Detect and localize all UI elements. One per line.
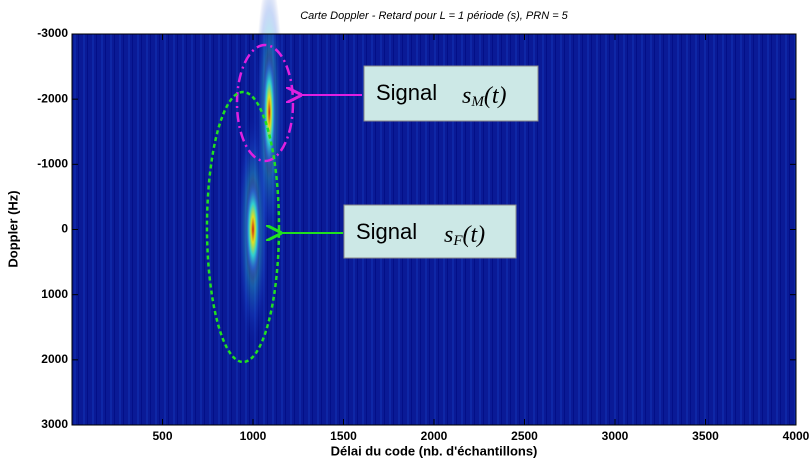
annotation-label: Signal xyxy=(376,80,437,105)
y-tick-label: 0 xyxy=(61,222,68,236)
annotation-box xyxy=(343,204,517,259)
x-tick-label: 2500 xyxy=(511,429,538,443)
y-tick-label: -2000 xyxy=(37,91,68,105)
annotation-math: sF(t) xyxy=(444,222,485,250)
y-tick-label: 2000 xyxy=(41,352,68,366)
y-tick-label: -3000 xyxy=(37,26,68,40)
y-tick-label: -1000 xyxy=(37,157,68,171)
y-tick-label: 3000 xyxy=(41,417,68,431)
x-tick-label: 500 xyxy=(152,429,172,443)
y-axis-label: Doppler (Hz) xyxy=(5,190,20,267)
signal-m-outline xyxy=(235,43,295,163)
x-tick-label: 1500 xyxy=(330,429,357,443)
x-tick-label: 4000 xyxy=(783,429,810,443)
annotation-label: Signal xyxy=(356,219,417,244)
x-tick-label: 1000 xyxy=(240,429,267,443)
annotation-math: sM(t) xyxy=(462,83,507,111)
chart-title: Carte Doppler - Retard pour L = 1 périod… xyxy=(300,10,568,22)
peak xyxy=(262,50,277,175)
peak xyxy=(245,177,261,282)
x-tick-label: 2000 xyxy=(421,429,448,443)
annotation-box xyxy=(363,65,539,122)
x-tick-label: 3000 xyxy=(602,429,629,443)
x-axis-label: Délai du code (nb. d'échantillons) xyxy=(331,443,538,458)
y-tick-label: 1000 xyxy=(41,287,68,301)
x-tick-label: 3500 xyxy=(692,429,719,443)
